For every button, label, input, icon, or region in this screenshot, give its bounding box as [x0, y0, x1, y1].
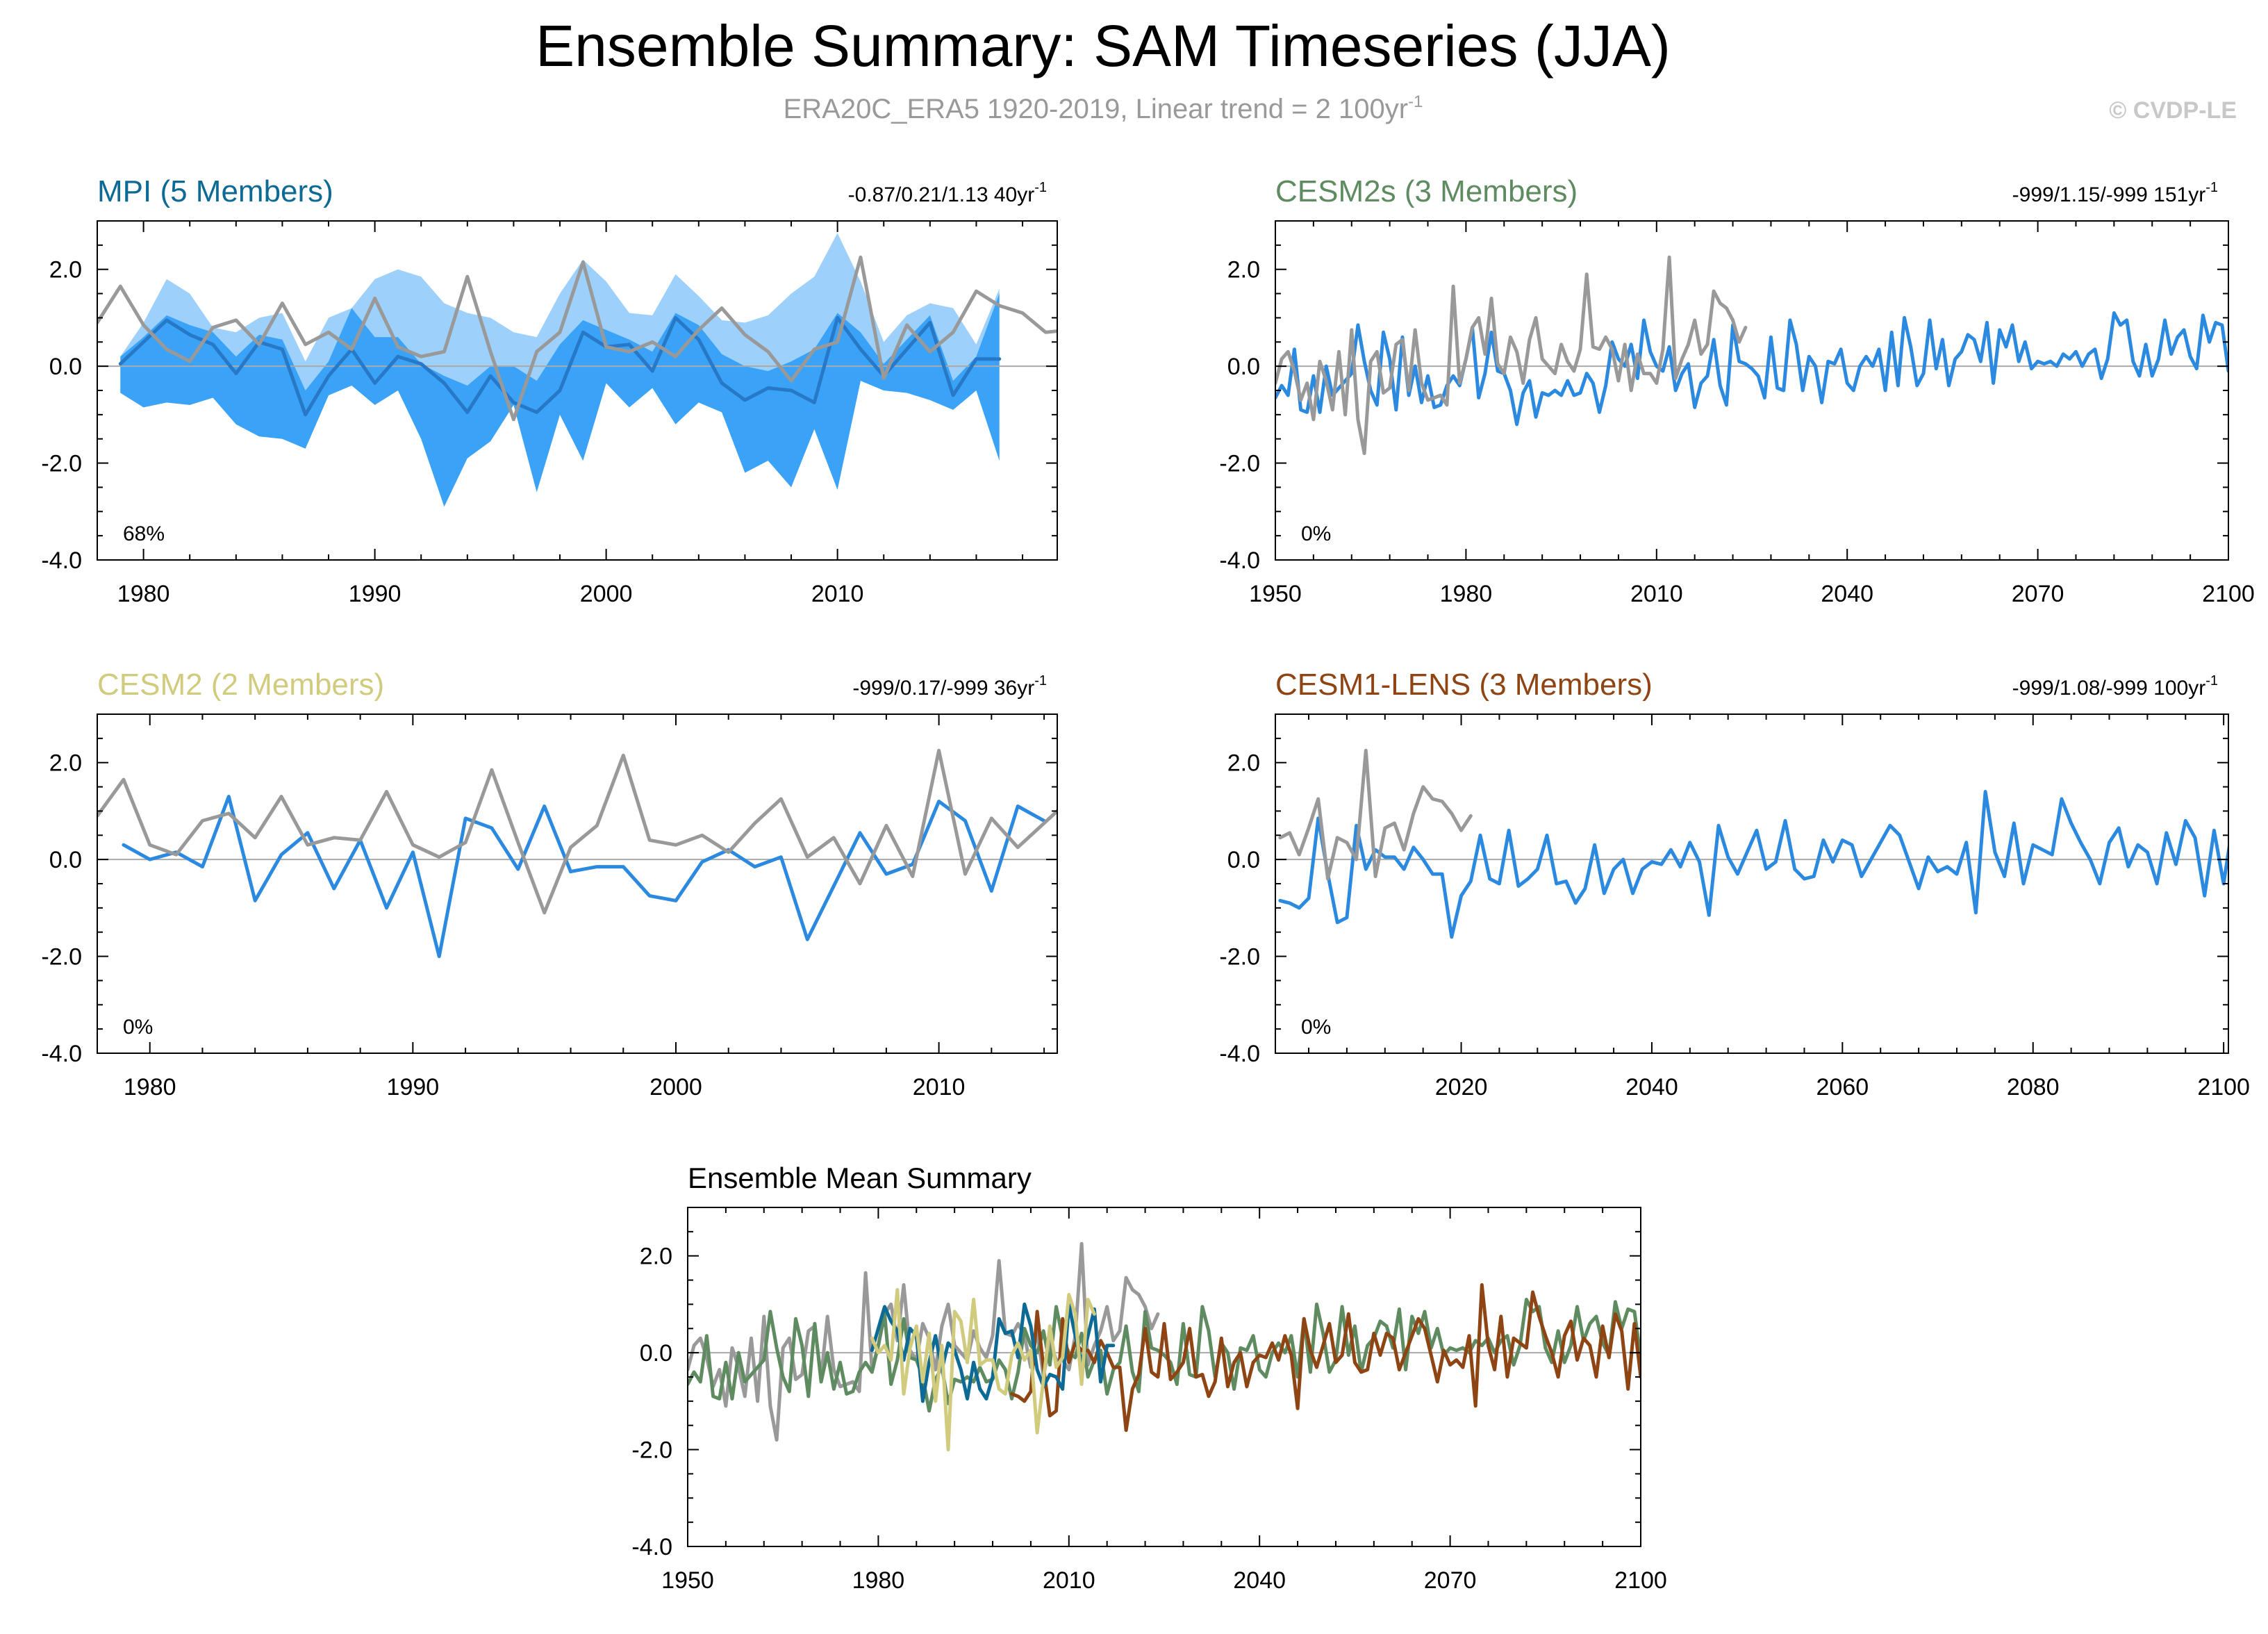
cesm2-obs-line [97, 748, 1057, 915]
cesm2s-title: CESM2s (3 Members) [1275, 174, 1578, 208]
mpi-xtick-label: 2010 [811, 581, 864, 607]
mpi-percent-label: 68% [123, 522, 165, 545]
mpi-xtick-label: 2000 [580, 581, 633, 607]
mpi-ytick-label: -2.0 [41, 451, 82, 477]
mean-ytick-label: -2.0 [631, 1437, 672, 1464]
mean-ytick-label: 2.0 [640, 1244, 672, 1270]
cesm2s-ytick-label: -2.0 [1219, 451, 1260, 477]
mean-xtick-label: 2100 [1614, 1567, 1667, 1594]
cesm2-model-line [122, 795, 1046, 959]
cesm2-ytick-label: -2.0 [41, 944, 82, 971]
cesm1-plot-area [1275, 748, 2228, 939]
mpi-stats-text: -0.87/0.21/1.13 40yr [848, 183, 1035, 206]
mpi-obs-line [97, 255, 1057, 422]
mpi-ensemble-mean-line [118, 315, 1002, 417]
cesm2s-obs-line [1275, 255, 1748, 456]
cesm2s-ytick-label: 2.0 [1227, 257, 1260, 283]
mean-plot-area [688, 1241, 1641, 1452]
mean-xtick-label: 1950 [661, 1567, 714, 1594]
cesm1-model-line [1278, 790, 2228, 939]
mean-xtick-label: 1980 [852, 1567, 905, 1594]
cesm2-ytick-label: 0.0 [49, 847, 82, 873]
cesm2s-xtick-label: 2100 [2202, 581, 2255, 607]
cesm1-ytick-label: -4.0 [1219, 1041, 1260, 1067]
mean-xtick-label: 2040 [1233, 1567, 1286, 1594]
mean-series-cesm2 [870, 1288, 1096, 1452]
cesm1-ytick-label: -2.0 [1219, 944, 1260, 971]
cesm1-ytick-label: 0.0 [1227, 847, 1260, 873]
cesm2-xtick-label: 1990 [387, 1074, 440, 1100]
mean-xtick-label: 2010 [1043, 1567, 1095, 1594]
cesm2-plot-area [97, 748, 1057, 959]
cesm2-frame [97, 713, 1058, 1054]
figure-title: Ensemble Summary: SAM Timeseries (JJA) [536, 13, 1671, 79]
panel-mean: Ensemble Mean Summary 2.0 0.0 -2.0 -4.0 1950 1… [631, 1162, 1667, 1594]
cesm2-ytick-label: 2.0 [49, 750, 82, 777]
cesm2s-xtick-label: 1950 [1249, 581, 1302, 607]
cesm2s-ytick-label: 0.0 [1227, 354, 1260, 380]
cesm2s-stats-sup: -1 [2205, 180, 2218, 195]
mpi-title: MPI (5 Members) [97, 174, 333, 208]
cesm2s-xtick-label: 2010 [1630, 581, 1683, 607]
figure-subtitle-sup: -1 [1408, 92, 1423, 111]
mean-series-cesm2s [688, 1298, 1641, 1413]
cesm2s-model-line [1275, 311, 2228, 427]
cesm1-stats-text: -999/1.08/-999 100yr [2012, 677, 2206, 700]
cesm1-xtick-label: 2020 [1435, 1074, 1488, 1100]
cesm2s-stats: -999/1.15/-999 151yr-1 [2012, 180, 2218, 206]
mpi-ytick-label: 2.0 [49, 257, 82, 283]
mean-ytick-label: 0.0 [640, 1340, 672, 1367]
panel-mpi: MPI (5 Members) -0.87/0.21/1.13 40yr-1 2.0… [41, 174, 1058, 607]
figure-subtitle: ERA20C_ERA5 1920-2019, Linear trend = 2 … [784, 92, 1423, 124]
mean-series-mpi [870, 1302, 1116, 1403]
cesm2-xtick-label: 2010 [913, 1074, 966, 1100]
mpi-plot-area [97, 233, 1057, 507]
cesm1-xtick-label: 2040 [1625, 1074, 1678, 1100]
cesm2-stats-text: -999/0.17/-999 36yr [852, 677, 1034, 700]
cesm1-frame [1275, 713, 2229, 1054]
copyright-label: © CVDP-LE [2109, 97, 2237, 124]
cesm2-title: CESM2 (2 Members) [97, 668, 384, 702]
cesm1-title: CESM1-LENS (3 Members) [1275, 668, 1653, 702]
cesm1-stats-sup: -1 [2205, 673, 2218, 688]
cesm2-stats: -999/0.17/-999 36yr-1 [852, 673, 1047, 700]
cesm2-xtick-label: 1980 [124, 1074, 176, 1100]
cesm2-percent-label: 0% [123, 1016, 153, 1039]
cesm1-xtick-label: 2060 [1816, 1074, 1869, 1100]
cesm2s-ytick-label: -4.0 [1219, 547, 1260, 574]
mpi-xtick-label: 1980 [117, 581, 170, 607]
mpi-ytick-label: 0.0 [49, 354, 82, 380]
cesm1-stats: -999/1.08/-999 100yr-1 [2012, 673, 2218, 700]
cesm2-ytick-label: -4.0 [41, 1041, 82, 1067]
panel-cesm2s: CESM2s (3 Members) -999/1.15/-999 151yr-1… [1219, 174, 2255, 607]
mean-xtick-label: 2070 [1424, 1567, 1477, 1594]
mpi-xtick-label: 1990 [349, 581, 402, 607]
cesm2s-xtick-label: 2040 [1821, 581, 1873, 607]
panel-cesm1: CESM1-LENS (3 Members) -999/1.08/-999 100… [1219, 668, 2250, 1100]
cesm2-stats-sup: -1 [1034, 673, 1047, 688]
mean-title: Ensemble Mean Summary [688, 1162, 1032, 1194]
cesm2s-xtick-label: 1980 [1440, 581, 1493, 607]
mean-series-cesm1-lens [1010, 1283, 1641, 1433]
cesm1-xtick-label: 2100 [2197, 1074, 2250, 1100]
mean-ytick-label: -4.0 [631, 1534, 672, 1560]
cesm1-xtick-label: 2080 [2007, 1074, 2060, 1100]
cesm2s-xtick-label: 2070 [2012, 581, 2064, 607]
cesm2s-percent-label: 0% [1301, 522, 1331, 545]
cesm2s-plot-area [1275, 255, 2228, 456]
mpi-ytick-label: -4.0 [41, 547, 82, 574]
mpi-stats: -0.87/0.21/1.13 40yr-1 [848, 180, 1047, 206]
mpi-band-inner [120, 293, 1000, 507]
cesm2-xtick-label: 2000 [649, 1074, 702, 1100]
panel-cesm2: CESM2 (2 Members) -999/0.17/-999 36yr-1 2.… [41, 668, 1058, 1100]
cesm1-percent-label: 0% [1301, 1016, 1331, 1039]
cesm1-ytick-label: 2.0 [1227, 750, 1260, 777]
cesm2s-stats-text: -999/1.15/-999 151yr [2012, 183, 2206, 206]
cesm1-obs-line [1278, 748, 1473, 881]
mpi-stats-sup: -1 [1034, 180, 1047, 195]
